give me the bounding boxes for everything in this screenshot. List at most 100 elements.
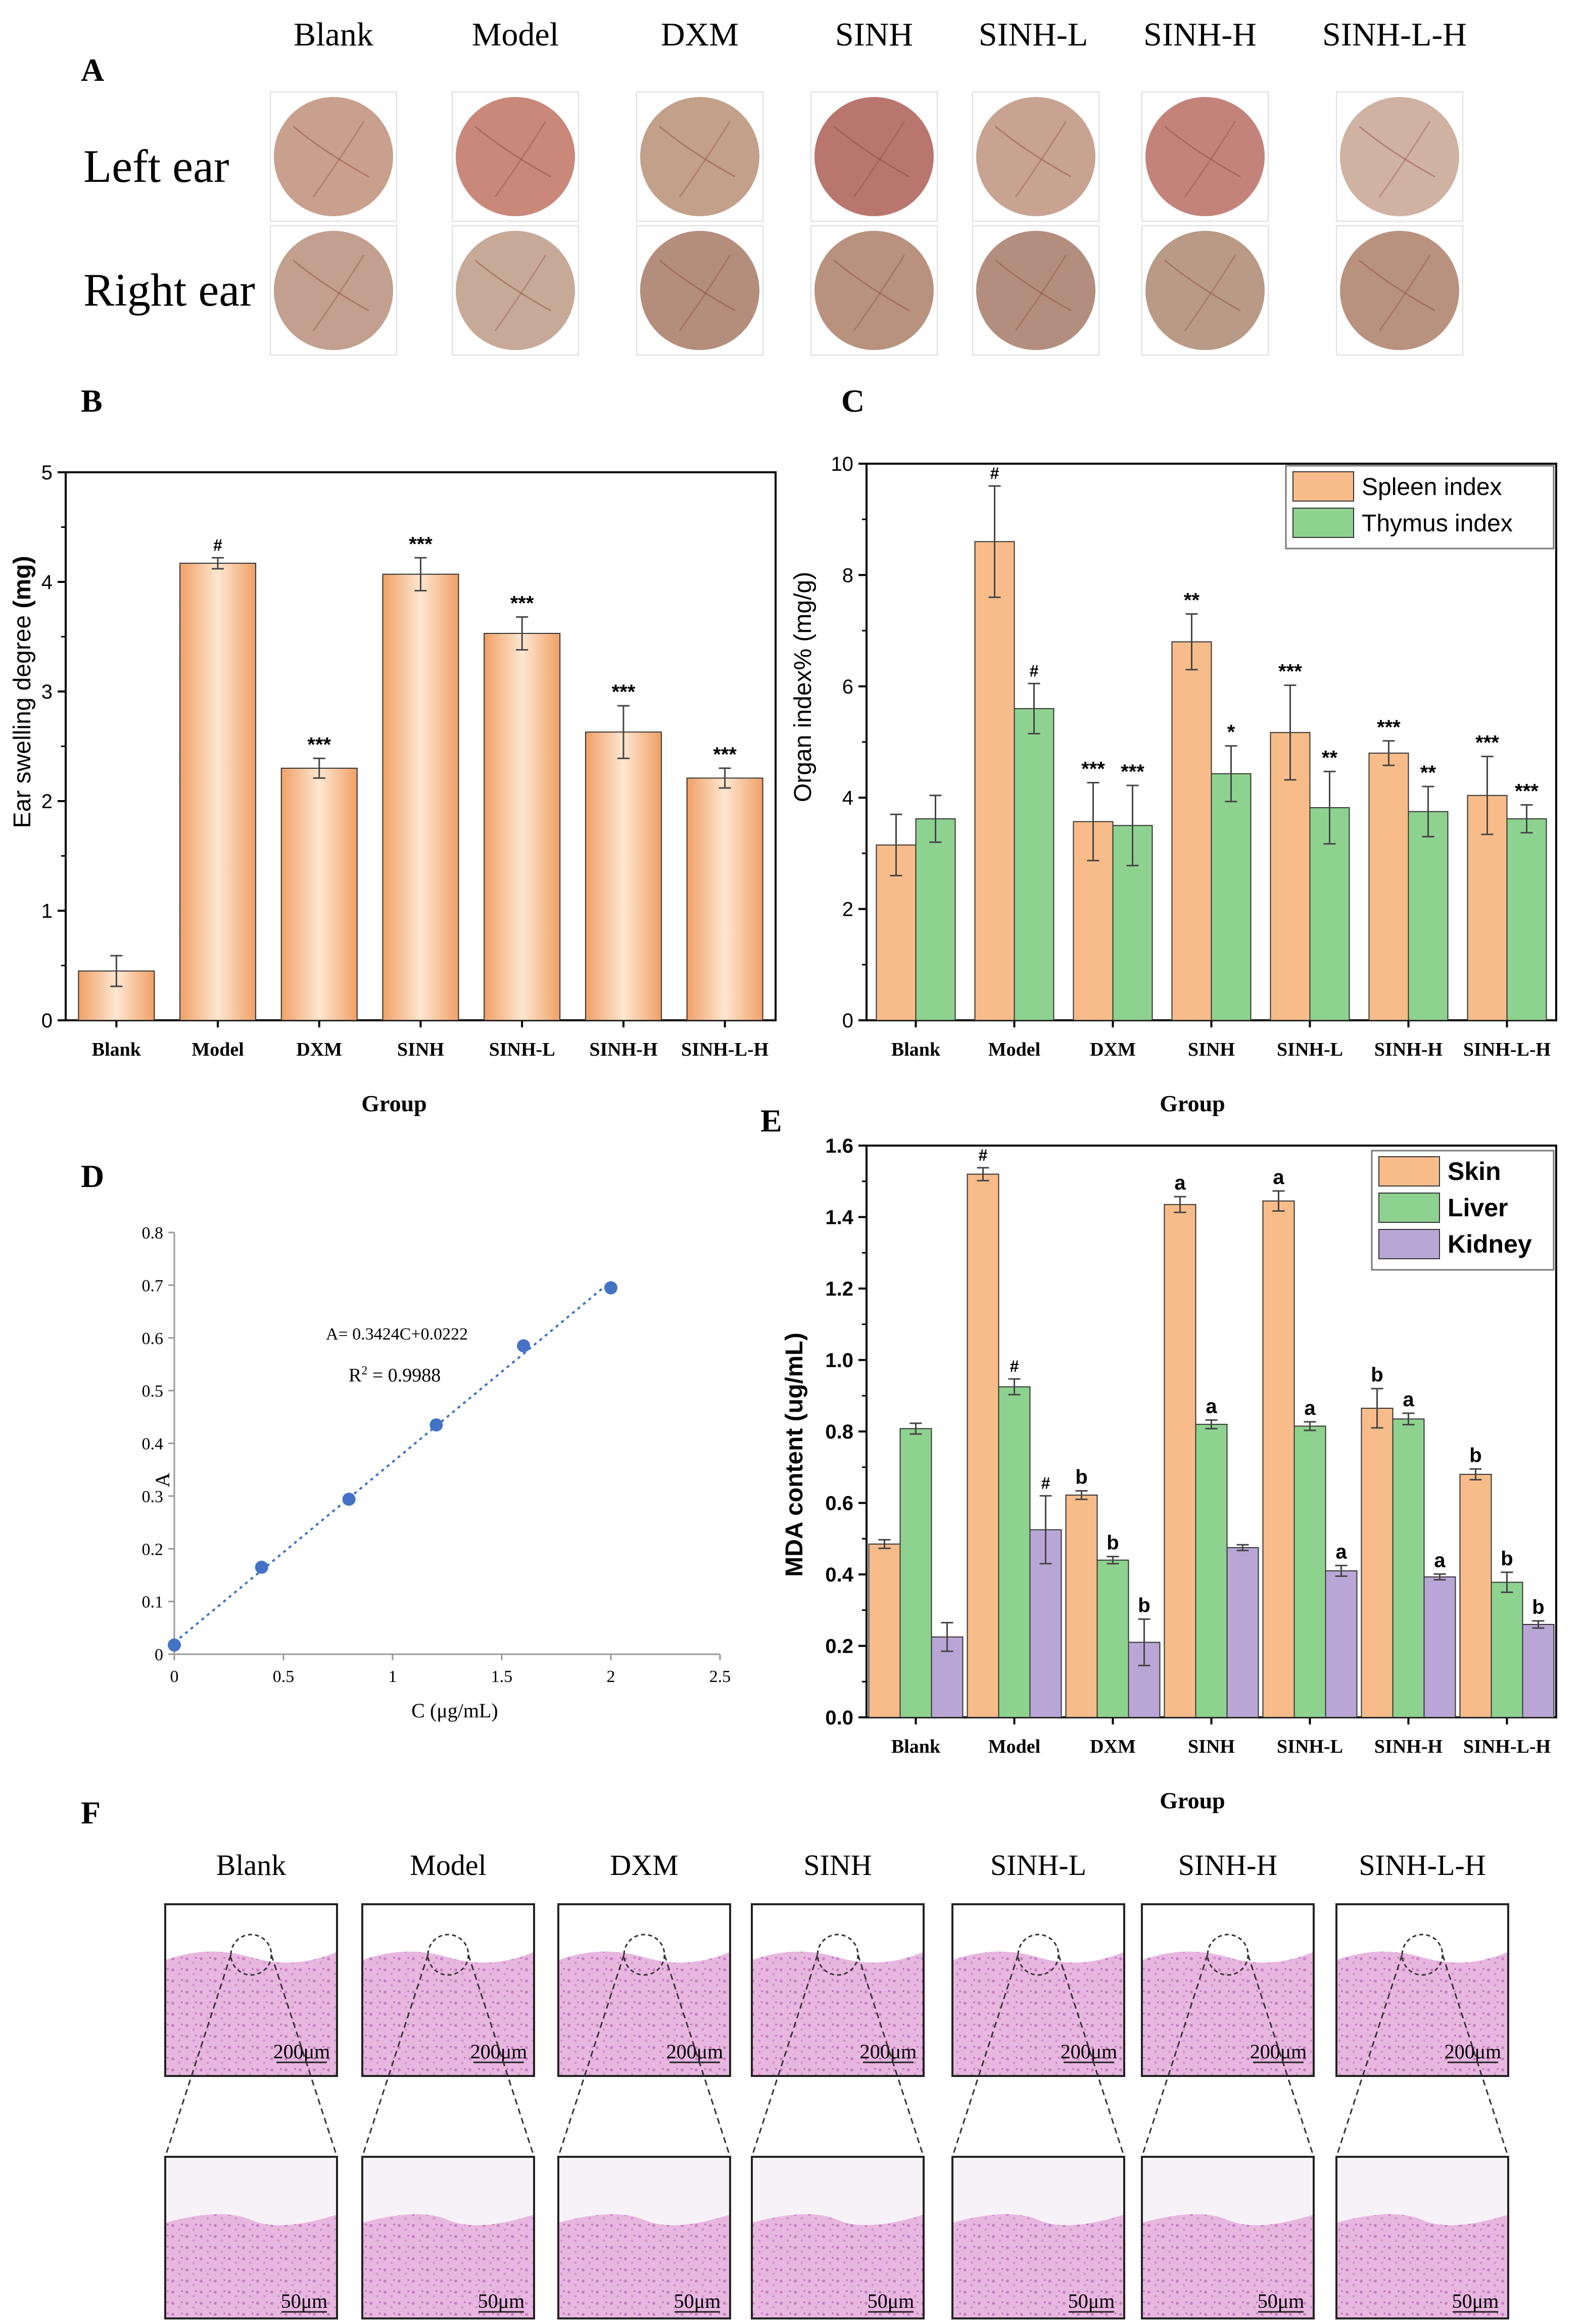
chart-b-xlabel: Group <box>361 1091 427 1116</box>
chart-d-point-2 <box>342 1493 356 1506</box>
chart-C-xtick-label-sinh-h: SINH-H <box>1374 1039 1443 1060</box>
chart-E-annotation-skin-sinh-h: b <box>1371 1364 1383 1386</box>
chart-C-legend-swatch-spleen-index <box>1292 471 1354 502</box>
histology-label-dxm: DXM <box>610 1849 678 1882</box>
chart-C-bar-spleen-index-sinh-h <box>1368 753 1409 1021</box>
histology-bottom-tissue-sinh <box>753 2214 923 2317</box>
chart-d-ytick-label: 0.4 <box>142 1435 164 1454</box>
group-label-blank: Blank <box>294 16 373 53</box>
chart-C-bar-thymus-index-sinh-h <box>1408 811 1449 1021</box>
ear-photo-right-sinh-h <box>1145 231 1265 350</box>
chart-E-annotation-skin-sinh-l: a <box>1273 1166 1284 1189</box>
chart-B-ytick-label: 4 <box>41 571 53 594</box>
histology-label-sinh: SINH <box>803 1849 872 1882</box>
chart-b-ylabel-main: Ear swelling degree <box>9 609 36 828</box>
chart-d-point-0 <box>168 1638 181 1652</box>
ear-vessel-2-left-sinh-l-h <box>1378 121 1431 197</box>
histology-zoom-line-left-dxm <box>557 1954 625 2157</box>
chart-E-bar-liver-sinh-l <box>1293 1425 1326 1718</box>
panel-b-ear-swelling-chart: Ear swelling degree (mg) Group 0 1 2 3 4 5 Bla… <box>9 462 777 1116</box>
ear-photo-left-sinh-l <box>976 97 1095 216</box>
histology-scale-top-label-sinh-l-h: 200μm <box>1445 2040 1502 2063</box>
chart-E-ytick-label: 0.4 <box>825 1564 853 1586</box>
ear-photo-left-sinh-h <box>1145 97 1265 216</box>
ear-vessel-2-right-sinh-l-h <box>1378 255 1431 331</box>
chart-B-xtick-label-sinh-l: SINH-L <box>489 1039 555 1060</box>
ear-vessel-right-sinh <box>833 259 910 312</box>
chart-d-ytick-label: 0.3 <box>142 1488 164 1506</box>
chart-B-annotation-value-sinh-l: *** <box>510 592 534 614</box>
ear-vessel-left-sinh-h <box>1164 125 1241 178</box>
panel-label-f: F <box>81 1795 101 1831</box>
chart-E-ytick-label: 1.4 <box>825 1207 853 1229</box>
ear-photo-left-dxm <box>640 97 759 216</box>
group-label-sinh: SINH <box>835 16 913 53</box>
histology-scale-top-label-sinh-h: 200μm <box>1250 2040 1307 2063</box>
histology-top-tissue-sinh-l-h <box>1337 1951 1507 2075</box>
panel-label-e: E <box>760 1103 782 1139</box>
histology-zoom-line-right-dxm <box>663 1954 731 2157</box>
panel-label-c: C <box>841 383 865 419</box>
chart-E-bar-liver-dxm <box>1096 1559 1129 1718</box>
histology-bottom-tissue-sinh-l <box>953 2214 1123 2317</box>
chart-C-bar-spleen-index-sinh <box>1171 641 1212 1021</box>
ear-vessel-2-left-sinh-h <box>1184 121 1236 197</box>
chart-C-annotation-spleen-index-sinh-h: *** <box>1377 716 1401 738</box>
ear-vessel-left-sinh-l <box>995 125 1072 178</box>
chart-d-ytick-label: 0.8 <box>142 1224 164 1243</box>
chart-C-xtick-label-sinh-l: SINH-L <box>1277 1039 1343 1060</box>
chart-C-annotation-thymus-index-sinh-h: ** <box>1420 762 1436 784</box>
chart-E-bar-kidney-sinh-l-h <box>1522 1624 1555 1718</box>
ear-vessel-2-right-sinh-l <box>1015 255 1067 331</box>
histology-zoom-line-left-model <box>361 1954 429 2157</box>
histology-zoom-line-left-sinh <box>751 1954 819 2157</box>
chart-d-point-1 <box>255 1560 268 1574</box>
ear-photo-right-model <box>456 231 575 350</box>
ear-vessel-left-dxm <box>659 125 736 178</box>
chart-C-xtick-label-dxm: DXM <box>1090 1039 1136 1060</box>
chart-C-annotation-spleen-index-sinh-l-h: *** <box>1475 732 1499 754</box>
chart-B-annotation-value-sinh-h: *** <box>612 681 636 703</box>
chart-d-r2-sup: 2 <box>361 1364 367 1377</box>
chart-B-ytick-label: 0 <box>41 1010 53 1032</box>
chart-C-annotation-spleen-index-dxm: *** <box>1081 758 1105 780</box>
chart-d-xtick-label: 0 <box>170 1667 179 1686</box>
chart-d-ylabel: A <box>151 1472 174 1487</box>
chart-C-bar-thymus-index-blank <box>915 818 956 1021</box>
chart-B-xtick-label-sinh: SINH <box>397 1039 444 1060</box>
ear-photo-right-sinh-l <box>976 231 1095 350</box>
chart-C-xtick-label-blank: Blank <box>891 1039 941 1060</box>
chart-E-bar-skin-sinh-l-h <box>1459 1473 1492 1718</box>
chart-C-xtick-label-model: Model <box>988 1039 1040 1060</box>
chart-E-ytick-label: 1.6 <box>825 1135 853 1157</box>
chart-E-annotation-kidney-sinh-h: a <box>1434 1549 1446 1571</box>
histology-zoom-line-right-model <box>467 1954 535 2157</box>
histology-zoom-line-right-sinh-l <box>1058 1954 1125 2157</box>
group-label-model: Model <box>472 16 559 53</box>
chart-E-ytick-label: 0.2 <box>825 1636 853 1658</box>
chart-E-bar-skin-sinh-h <box>1361 1408 1394 1718</box>
chart-d-r2-value: = 0.9988 <box>367 1365 441 1386</box>
chart-C-ytick-label: 2 <box>842 899 853 921</box>
histology-bottom-tissue-blank <box>166 2214 336 2317</box>
ear-vessel-right-sinh-l <box>995 259 1072 312</box>
chart-E-bar-skin-sinh <box>1164 1204 1196 1718</box>
ear-vessel-right-sinh-l-h <box>1359 259 1435 312</box>
chart-d-point-3 <box>429 1418 443 1431</box>
chart-B-xtick-label-blank: Blank <box>92 1039 141 1060</box>
group-label-dxm: DXM <box>661 16 739 53</box>
ear-vessel-left-sinh-l-h <box>1359 125 1435 178</box>
chart-E-bar-skin-sinh-l <box>1262 1200 1295 1718</box>
histology-scale-bottom-label-sinh: 50μm <box>868 2290 915 2312</box>
panel-f-histology: Blank Model DXM SINH SINH-L SINH-H SINH-… <box>164 1849 1509 2319</box>
chart-E-bar-kidney-sinh-h <box>1423 1576 1456 1718</box>
chart-E-bar-kidney-sinh-l <box>1325 1570 1358 1718</box>
ear-vessel-left-blank <box>293 125 369 178</box>
chart-d-xtick-label: 1.5 <box>491 1667 513 1686</box>
chart-B-bar-value-model <box>179 563 257 1021</box>
ear-vessel-2-right-model <box>494 255 547 331</box>
chart-B-bar-value-sinh-h <box>585 731 662 1021</box>
chart-E-ytick-label: 1.2 <box>825 1278 853 1300</box>
chart-E-bar-liver-sinh-l-h <box>1491 1581 1523 1718</box>
